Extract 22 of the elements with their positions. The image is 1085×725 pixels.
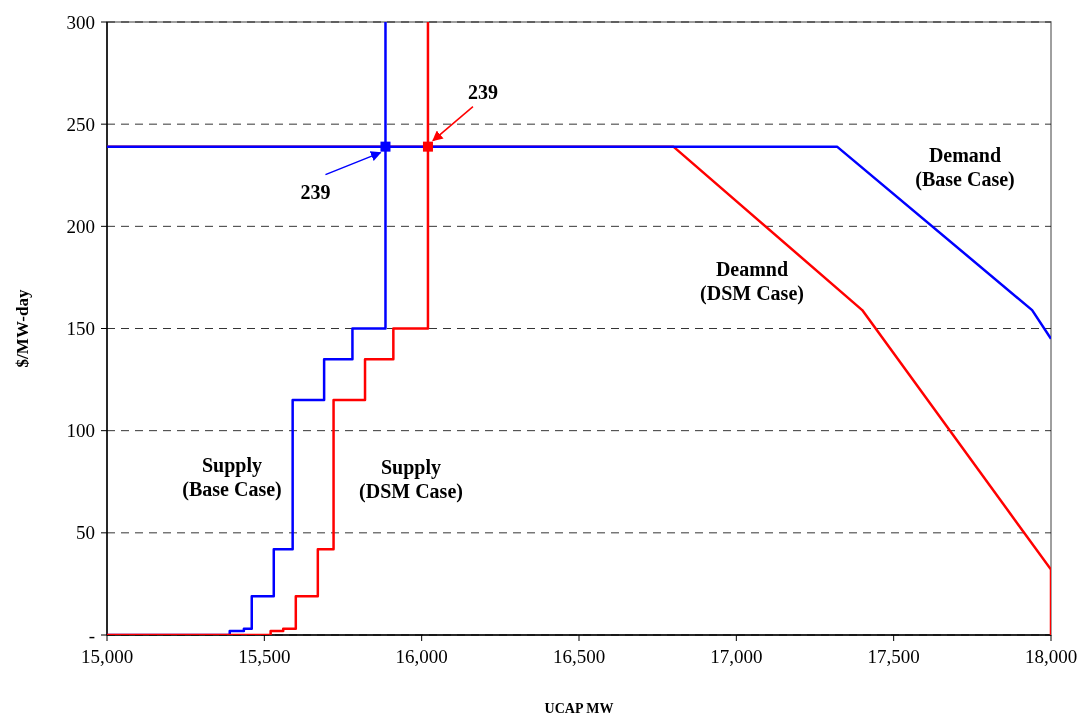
- y-tick-label: 250: [66, 113, 95, 135]
- x-tick-label: 17,000: [710, 646, 763, 667]
- series-label: Supply (DSM Case): [359, 456, 463, 503]
- y-tick-label: 50: [76, 522, 95, 544]
- x-tick-label: 16,500: [552, 646, 606, 667]
- y-tick-label: 150: [66, 318, 95, 340]
- annotation: 239: [300, 180, 331, 203]
- y-axis-title: $/MW-day: [13, 289, 32, 368]
- series-label: Deamnd (DSM Case): [700, 258, 804, 305]
- y-tick-label: 300: [66, 11, 95, 33]
- y-tick-label: 200: [66, 215, 95, 237]
- series-label: Demand (Base Case): [915, 144, 1015, 191]
- series-label: Supply (Base Case): [182, 454, 282, 501]
- x-tick-label: 16,000: [395, 646, 448, 667]
- x-tick-label: 15,000: [80, 646, 134, 667]
- annotation: 239: [467, 80, 498, 103]
- y-tick-label: -: [88, 624, 95, 646]
- x-tick-label: 15,500: [238, 646, 291, 667]
- y-tick-label: 100: [66, 420, 95, 442]
- x-tick-label: 18,000: [1024, 646, 1078, 667]
- x-tick-label: 17,500: [867, 646, 920, 667]
- x-axis-title: UCAP MW: [544, 701, 614, 716]
